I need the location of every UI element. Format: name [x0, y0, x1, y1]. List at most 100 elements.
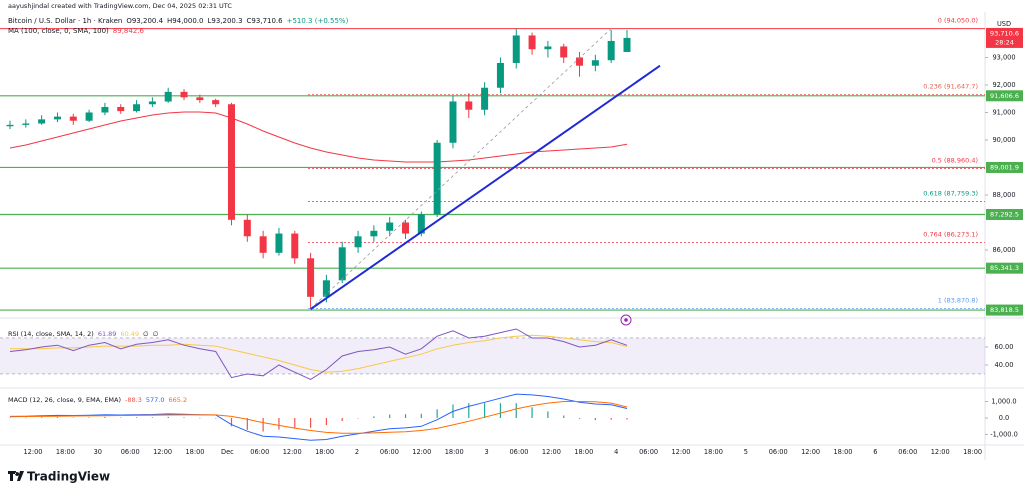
- candle-body: [623, 37, 631, 52]
- macd-histogram-bar: [594, 418, 596, 421]
- candle-body: [164, 91, 172, 102]
- x-tick-label: 06:00: [639, 448, 658, 456]
- x-tick-label: 06:00: [898, 448, 917, 456]
- y-tick-label: 86,000: [992, 246, 1015, 254]
- level-tag-label: 85,341.3: [990, 264, 1019, 272]
- candle-body: [449, 101, 457, 143]
- candle-body: [481, 87, 489, 110]
- candle-body: [322, 280, 330, 297]
- level-tag-label: 89,001.9: [990, 163, 1019, 171]
- x-tick-label: 12:00: [542, 448, 561, 456]
- macd-histogram-bar: [309, 418, 312, 428]
- fib-label: 0 (94,050.0): [938, 17, 978, 25]
- brand-logo: TradingView: [8, 470, 110, 484]
- rsi-band: [0, 337, 985, 374]
- macd-histogram-bar: [278, 418, 280, 430]
- macd-tick-label: -1,000.0: [990, 431, 1018, 439]
- macd-histogram-bar: [547, 411, 549, 419]
- y-tick-label: 90,000: [992, 136, 1015, 144]
- countdown-label: 28:24: [995, 38, 1014, 46]
- macd-histogram-bar: [183, 417, 185, 419]
- macd-histogram-bar: [72, 417, 74, 419]
- candle-body: [180, 91, 188, 98]
- candle-body: [496, 62, 504, 88]
- x-tick-label: 12:00: [412, 448, 431, 456]
- candle-body: [69, 116, 77, 121]
- candle-body: [402, 222, 410, 234]
- x-tick-label: 06:00: [380, 448, 399, 456]
- ohlc-legend-item: L93,200.3: [207, 17, 242, 25]
- level-tag-label: 83,818.5: [990, 306, 1019, 314]
- candle-body: [243, 219, 251, 237]
- macd-histogram-bar: [230, 418, 233, 427]
- candle-body: [607, 40, 615, 61]
- candle-body: [576, 57, 584, 66]
- macd-histogram-bar: [41, 417, 43, 419]
- macd-histogram-bar: [120, 417, 122, 419]
- candle-body: [6, 124, 14, 127]
- x-tick-label: 18:00: [315, 448, 334, 456]
- x-tick-label: Dec: [221, 448, 234, 456]
- level-tag-label: 91,606.6: [990, 92, 1019, 100]
- fib-label: 0.618 (87,759.3): [923, 190, 978, 198]
- rsi-legend: RSI (14, close, SMA, 14, 2) 61.89 60.49 ∅ ∅: [8, 330, 158, 338]
- x-tick-label: 12:00: [153, 448, 172, 456]
- macd-line: [9, 401, 628, 434]
- candle-body: [291, 233, 299, 259]
- macd-histogram-bar: [357, 418, 359, 419]
- x-tick-label: 06:00: [769, 448, 788, 456]
- macd-histogram-bar: [389, 414, 391, 419]
- macd-histogram-bar: [468, 403, 470, 419]
- macd-histogram-bar: [563, 415, 565, 419]
- macd-legend-value: -88.3: [125, 396, 142, 404]
- macd-histogram-bar: [531, 407, 533, 419]
- currency-label: USD: [997, 20, 1011, 28]
- candle-body: [85, 112, 93, 121]
- x-tick-label: 18:00: [56, 448, 75, 456]
- x-tick-label: 18:00: [185, 448, 204, 456]
- y-tick-label: 91,000: [992, 108, 1015, 116]
- candle-body: [465, 101, 473, 110]
- fib-label: 0.236 (91,647.7): [923, 83, 978, 91]
- macd-histogram-bar: [325, 418, 328, 426]
- symbol-legend: Bitcoin / U.S. Dollar · 1h · Kraken O93,2…: [8, 17, 349, 25]
- rsi-name: RSI (14, close, SMA, 14, 2): [8, 330, 94, 338]
- candle-body: [591, 60, 599, 66]
- rsi-tick-label: 40.00: [995, 361, 1014, 369]
- x-tick-label: 18:00: [963, 448, 982, 456]
- candle-body: [38, 119, 46, 124]
- macd-histogram-bar: [88, 417, 90, 419]
- x-tick-label: 12:00: [283, 448, 302, 456]
- x-tick-label: 12:00: [671, 448, 690, 456]
- event-icon-dot: [624, 318, 628, 322]
- symbol-title: Bitcoin / U.S. Dollar · 1h · Kraken: [8, 17, 122, 25]
- x-tick-label: 12:00: [931, 448, 950, 456]
- y-tick-label: 88,000: [992, 191, 1015, 199]
- ma-line: [9, 111, 628, 163]
- candle-body: [417, 214, 425, 234]
- macd-histogram-bar: [484, 403, 486, 419]
- level-tag-label: 87,292.5: [990, 210, 1019, 218]
- macd-histogram-bar: [262, 418, 264, 432]
- macd-histogram-bar: [515, 403, 517, 419]
- rsi-legend-value: ∅: [143, 330, 149, 338]
- macd-histogram-bar: [135, 417, 138, 419]
- x-tick-label: 18:00: [704, 448, 723, 456]
- trend-line: [310, 64, 661, 311]
- candle-body: [386, 222, 394, 231]
- candle-body: [307, 258, 315, 297]
- candle-body: [370, 230, 378, 237]
- ma-legend: MA (100, close, 0, SMA, 100) 89,842.6: [8, 27, 145, 35]
- macd-histogram-bar: [341, 418, 343, 421]
- candle-body: [560, 46, 568, 58]
- macd-histogram-bar: [420, 413, 422, 419]
- event-icon: [620, 314, 632, 326]
- rsi-legend-value: ∅: [153, 330, 159, 338]
- macd-legend-value: 665.2: [168, 396, 187, 404]
- candle-body: [117, 106, 125, 112]
- ma-name: MA (100, close, 0, SMA, 100): [8, 27, 109, 35]
- fib-label: 0.5 (88,960.4): [932, 157, 978, 165]
- macd-histogram-bar: [199, 417, 201, 419]
- x-tick-label: 2: [355, 448, 359, 456]
